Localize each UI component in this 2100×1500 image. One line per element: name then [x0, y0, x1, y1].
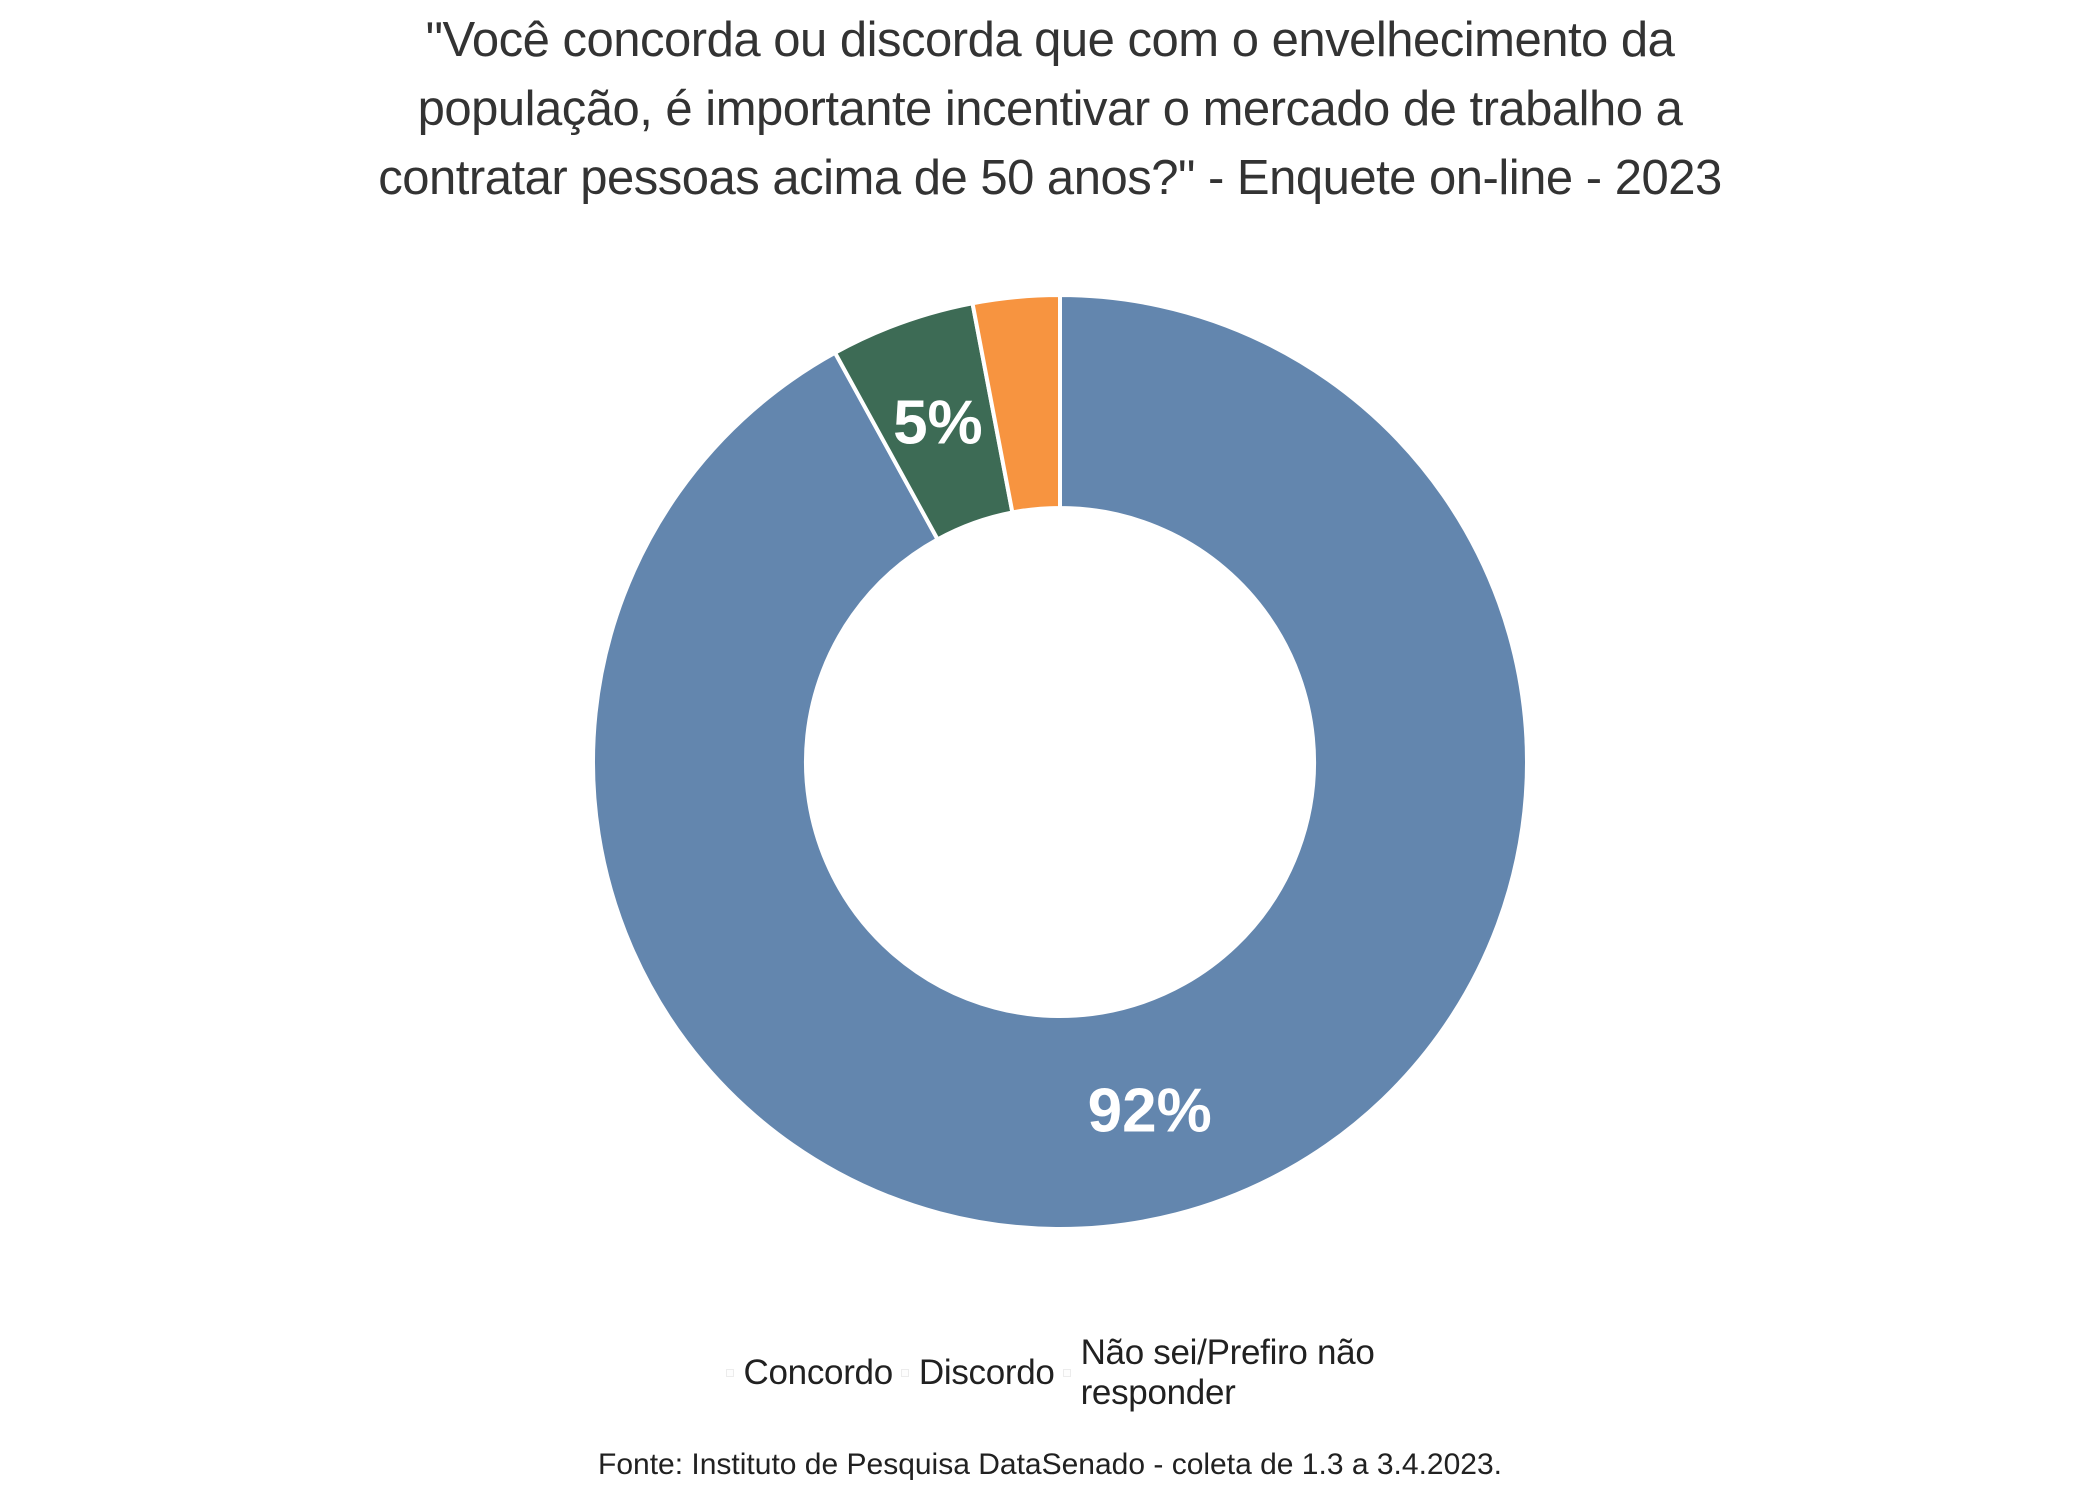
- chart-legend: Concordo Discordo Não sei/Prefiro não re…: [0, 1333, 2100, 1413]
- donut-chart: 92% 5%: [591, 293, 1529, 1231]
- chart-title-line-3: contratar pessoas acima de 50 anos?" - E…: [378, 151, 1722, 205]
- slice-label-discordo: 5%: [893, 388, 983, 457]
- legend-item-discordo: Discordo: [900, 1353, 1055, 1393]
- legend-label-concordo: Concordo: [743, 1353, 894, 1392]
- slice-label-concordo: 92%: [1088, 1077, 1212, 1146]
- legend-label-nao-sei: Não sei/Prefiro não responder: [1080, 1333, 1375, 1412]
- legend-key: [725, 1369, 734, 1377]
- legend-key: [1062, 1369, 1071, 1377]
- legend-item-nao-sei: Não sei/Prefiro não responder: [1062, 1333, 1375, 1413]
- source-note: Fonte: Instituto de Pesquisa DataSenado …: [598, 1448, 1502, 1481]
- legend-key: [900, 1369, 909, 1377]
- slice-concordo: [591, 293, 1529, 1231]
- legend-item-concordo: Concordo: [725, 1353, 894, 1393]
- legend-label-discordo: Discordo: [918, 1353, 1055, 1392]
- slice-n-o-sei-prefiro-n-o-responder: [970, 293, 1062, 515]
- chart-title: "Você concorda ou discorda que com o env…: [0, 6, 2100, 213]
- chart-title-line-1: "Você concorda ou discorda que com o env…: [425, 13, 1675, 67]
- chart-title-line-2: população, é importante incentivar o mer…: [417, 82, 1683, 136]
